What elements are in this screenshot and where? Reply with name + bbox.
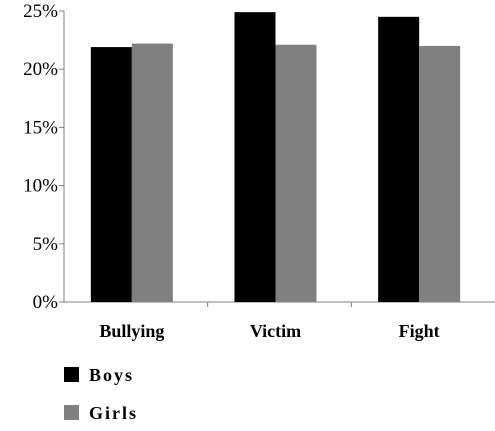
category-label: Victim (250, 321, 301, 341)
bar-boys-victim (234, 12, 276, 302)
y-tick-label: 15% (23, 117, 58, 138)
legend: Boys Girls (64, 365, 138, 423)
y-tick-label: 20% (23, 59, 58, 80)
legend-swatch-girls (64, 405, 79, 420)
bar-girls-bullying (131, 43, 173, 302)
bar-boys-fight (378, 16, 420, 302)
category-label: Fight (399, 321, 440, 341)
category-labels: Bullying Victim Fight (99, 321, 439, 341)
bar-girls-fight (419, 45, 461, 303)
y-tick-label: 0% (33, 292, 59, 313)
y-tick-label: 10% (23, 176, 58, 197)
bar-boys-bullying (90, 47, 132, 302)
category-label: Bullying (99, 321, 164, 341)
legend-swatch-boys (64, 367, 79, 382)
y-tick-label: 25% (23, 1, 58, 22)
y-tick-label: 5% (33, 234, 59, 255)
legend-label-girls: Girls (89, 403, 138, 423)
bars (90, 12, 461, 303)
bar-girls-victim (275, 44, 317, 302)
y-tick-labels: 0% 5% 10% 15% 20% 25% (23, 1, 58, 313)
legend-label-boys: Boys (89, 365, 134, 385)
